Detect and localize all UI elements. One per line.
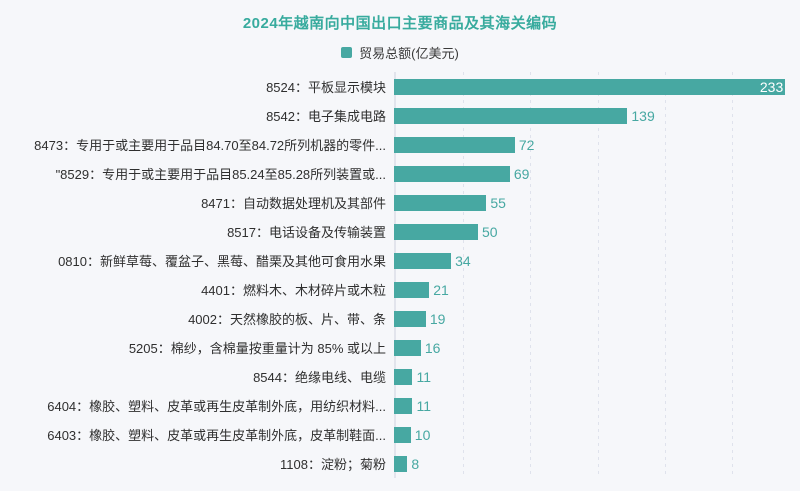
bar[interactable]: 11 bbox=[394, 368, 431, 385]
bar-track: 55 bbox=[394, 194, 797, 211]
chart-row: 8544：绝缘电线、电缆 11 bbox=[0, 362, 800, 391]
bar[interactable]: 11 bbox=[394, 397, 431, 414]
value-label: 19 bbox=[429, 310, 446, 327]
chart-row: 8542：电子集成电路 139 bbox=[0, 101, 800, 130]
category-label: 8471：自动数据处理机及其部件 bbox=[201, 196, 386, 211]
value-label: 72 bbox=[518, 136, 535, 153]
chart-row: 5205：棉纱，含棉量按重量计为 85% 或以上 16 bbox=[0, 333, 800, 362]
bar[interactable]: 16 bbox=[394, 339, 440, 356]
category-label: "8529：专用于或主要用于品目85.24至85.28所列装置或... bbox=[55, 167, 386, 182]
plot-area: 8524：平板显示模块 233 8542：电子集成电路 139 8473：专用于或主要用… bbox=[0, 72, 800, 478]
chart-row: "8529：专用于或主要用于品目85.24至85.28所列装置或... 69 bbox=[0, 159, 800, 188]
bar[interactable]: 72 bbox=[394, 136, 534, 153]
bar-track: 72 bbox=[394, 136, 797, 153]
category-label: 8473：专用于或主要用于品目84.70至84.72所列机器的零件... bbox=[34, 138, 386, 153]
chart-row: 4002：天然橡胶的板、片、带、条 19 bbox=[0, 304, 800, 333]
bar[interactable]: 10 bbox=[394, 426, 430, 443]
bar-track: 34 bbox=[394, 252, 797, 269]
category-label: 4401：燃料木、木材碎片或木粒 bbox=[201, 283, 386, 298]
legend-swatch-icon bbox=[341, 47, 353, 58]
category-label: 5205：棉纱，含棉量按重量计为 85% 或以上 bbox=[128, 341, 386, 356]
value-label: 139 bbox=[631, 107, 655, 124]
gridline bbox=[530, 72, 532, 478]
chart-title: 2024年越南向中国出口主要商品及其海关编码 bbox=[242, 15, 558, 32]
category-label: 8542：电子集成电路 bbox=[266, 109, 386, 124]
value-label: 34 bbox=[455, 252, 471, 269]
bar-track: 11 bbox=[394, 397, 797, 414]
category-label: 6403：橡胶、塑料、皮革或再生皮革制外底，皮革制鞋面... bbox=[47, 428, 386, 443]
chart-row: 8471：自动数据处理机及其部件 55 bbox=[0, 188, 800, 217]
category-label: 8524：平板显示模块 bbox=[266, 80, 386, 95]
bar-track: 21 bbox=[394, 281, 797, 298]
gridline bbox=[597, 72, 599, 478]
value-label: 50 bbox=[481, 223, 498, 240]
bar-track: 233 bbox=[394, 78, 797, 95]
value-label: 233 bbox=[759, 78, 784, 95]
chart-row: 4401：燃料木、木材碎片或木粒 21 bbox=[0, 275, 800, 304]
chart-row: 0810：新鲜草莓、覆盆子、黑莓、醋栗及其他可食用水果 34 bbox=[0, 246, 800, 275]
gridline bbox=[664, 72, 666, 478]
bar[interactable]: 139 bbox=[394, 107, 655, 124]
bar-track: 10 bbox=[394, 426, 797, 443]
bar[interactable]: 8 bbox=[394, 455, 419, 472]
bar-track: 8 bbox=[394, 455, 797, 472]
bar[interactable]: 233 bbox=[394, 78, 786, 95]
legend-label: 贸易总额(亿美元) bbox=[359, 46, 459, 61]
value-label: 16 bbox=[424, 339, 441, 356]
category-label: 1108：淀粉；菊粉 bbox=[280, 457, 386, 472]
bar-track: 16 bbox=[394, 339, 797, 356]
value-label: 69 bbox=[513, 165, 530, 182]
category-label: 8517：电话设备及传输装置 bbox=[227, 225, 386, 240]
bar[interactable]: 19 bbox=[394, 310, 445, 327]
value-label: 11 bbox=[416, 397, 432, 414]
chart-row: 8517：电话设备及传输装置 50 bbox=[0, 217, 800, 246]
bar-track: 50 bbox=[394, 223, 797, 240]
bar[interactable]: 50 bbox=[394, 223, 498, 240]
category-label: 4002：天然橡胶的板、片、带、条 bbox=[188, 312, 386, 327]
bar[interactable]: 69 bbox=[394, 165, 529, 182]
gridline bbox=[731, 72, 733, 478]
chart-row: 6403：橡胶、塑料、皮革或再生皮革制外底，皮革制鞋面... 10 bbox=[0, 420, 800, 449]
chart-row: 1108：淀粉；菊粉 8 bbox=[0, 449, 800, 478]
bar-track: 69 bbox=[394, 165, 797, 182]
value-label: 8 bbox=[411, 455, 420, 472]
chart-row: 8524：平板显示模块 233 bbox=[0, 72, 800, 101]
bar-rows: 8524：平板显示模块 233 8542：电子集成电路 139 8473：专用于或主要用… bbox=[0, 72, 800, 478]
value-label: 21 bbox=[433, 281, 449, 298]
bar[interactable]: 34 bbox=[394, 252, 471, 269]
grid-overlay bbox=[394, 72, 799, 478]
bar-track: 19 bbox=[394, 310, 797, 327]
bar-track: 11 bbox=[394, 368, 797, 385]
bar[interactable]: 55 bbox=[394, 194, 506, 211]
category-label: 6404：橡胶、塑料、皮革或再生皮革制外底，用纺织材料... bbox=[47, 399, 386, 414]
gridline bbox=[463, 72, 465, 478]
category-label: 8544：绝缘电线、电缆 bbox=[253, 370, 386, 385]
category-label: 0810：新鲜草莓、覆盆子、黑莓、醋栗及其他可食用水果 bbox=[58, 254, 386, 269]
value-label: 55 bbox=[490, 194, 506, 211]
value-label: 11 bbox=[416, 368, 432, 385]
bar-track: 139 bbox=[394, 107, 797, 124]
value-label: 10 bbox=[414, 426, 431, 443]
bar[interactable]: 21 bbox=[394, 281, 449, 298]
legend-item[interactable]: 贸易总额(亿美元) bbox=[0, 43, 800, 62]
chart-row: 8473：专用于或主要用于品目84.70至84.72所列机器的零件... 72 bbox=[0, 130, 800, 159]
chart-row: 6404：橡胶、塑料、皮革或再生皮革制外底，用纺织材料... 11 bbox=[0, 391, 800, 420]
